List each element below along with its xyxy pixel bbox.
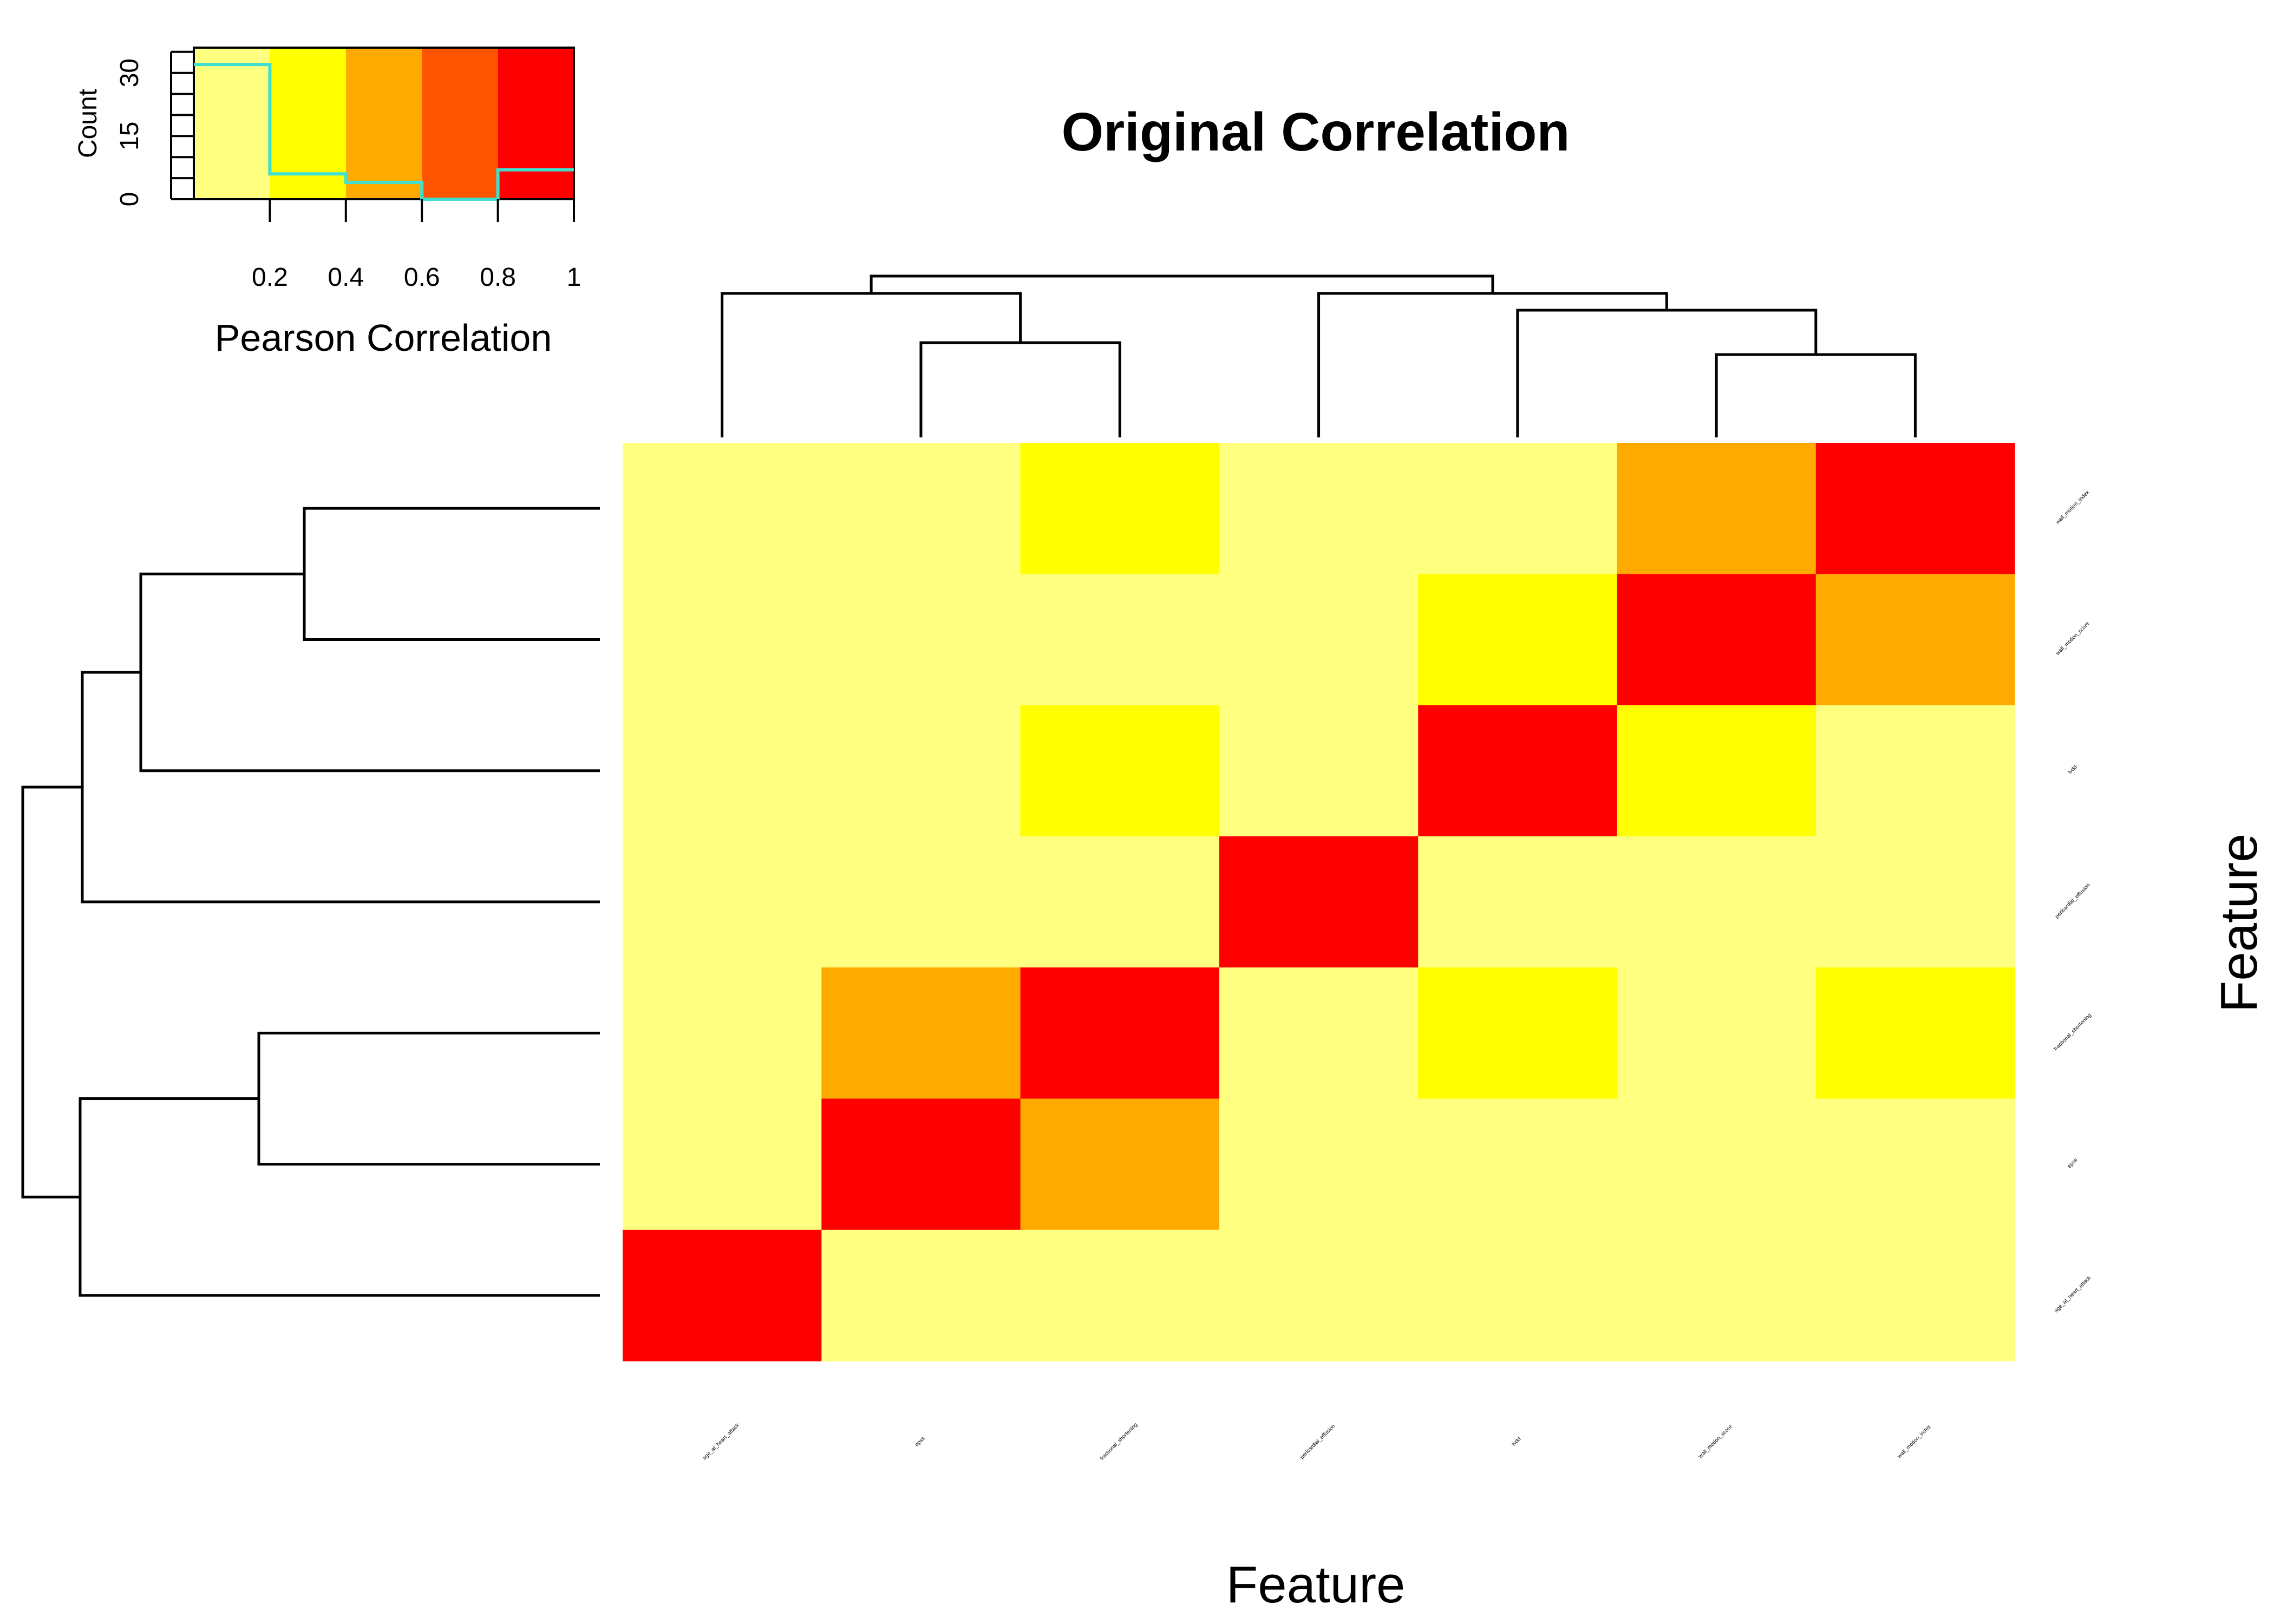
heatmap-cell: [821, 967, 1021, 1099]
color-key-y-tick-label: 15: [115, 122, 144, 150]
heatmap-cell: [1617, 836, 1816, 968]
color-key-y-label: Count: [74, 89, 102, 158]
heatmap-cell: [1219, 574, 1419, 706]
color-key-bin: [270, 48, 347, 199]
color-key-x-tick-label: 0.2: [252, 263, 288, 292]
heatmap-cell: [1617, 1229, 1816, 1361]
color-key-x-tick-label: 1: [567, 263, 581, 292]
heatmap-cell: [1418, 1229, 1618, 1361]
heatmap-cell: [1418, 705, 1618, 837]
heatmap-cell: [1815, 836, 2015, 968]
heatmap-cell: [1020, 443, 1220, 574]
column-dendrogram: [721, 274, 1917, 437]
heatmap-cell: [623, 836, 822, 968]
color-key-y-axis: 0 15 30: [115, 50, 194, 207]
heatmap-cell: [821, 1098, 1021, 1230]
heatmap-cell: [1617, 705, 1816, 837]
heatmap-cell: [1418, 443, 1618, 574]
heatmap-cell: [1219, 1229, 1419, 1361]
row-dendrogram: [21, 507, 600, 1297]
heatmap-cell: [821, 1229, 1021, 1361]
heatmap-cell: [1020, 1098, 1220, 1230]
heatmap-cell: [1219, 836, 1419, 968]
heatmap-cell: [1815, 967, 2015, 1099]
heatmap-cell: [821, 836, 1021, 968]
heatmap-cell: [1020, 574, 1220, 706]
heatmap-cell: [1418, 574, 1618, 706]
heatmap-cell: [623, 705, 822, 837]
heatmap-cell: [1815, 705, 2015, 837]
color-key-frame: [193, 47, 575, 200]
x-axis-label: Feature: [1226, 1556, 1406, 1614]
heatmap-cell: [821, 574, 1021, 706]
heatmap-cell: [1617, 967, 1816, 1099]
heatmap-cell: [1617, 1098, 1816, 1230]
heatmap-cell: [1418, 1098, 1618, 1230]
heatmap-cell: [623, 574, 822, 706]
heatmap-cell: [623, 443, 822, 574]
heatmap-cell: [623, 967, 822, 1099]
heatmap-cell: [623, 1098, 822, 1230]
heatmap-cell: [1020, 1229, 1220, 1361]
dendrogram-branch: [870, 274, 1494, 293]
heatmap-cell: [1020, 705, 1220, 837]
color-key-bin: [498, 48, 574, 199]
heatmap-cell: [821, 443, 1021, 574]
chart-title: Original Correlation: [1061, 102, 1570, 162]
color-key-bin: [422, 48, 499, 199]
heatmap-cell: [623, 1229, 822, 1361]
heatmap-cell: [1418, 967, 1618, 1099]
heatmap-cell: [1617, 574, 1816, 706]
heatmap-cells: [623, 443, 2015, 1361]
color-key-x-tick-label: 0.4: [328, 263, 364, 292]
heatmap-cell: [1020, 836, 1220, 968]
color-key-bin: [345, 48, 422, 199]
color-key-bins: [194, 48, 574, 199]
color-key-x-axis: 0.2 0.4 0.6 0.8 1: [252, 199, 581, 292]
heatmap-cell: [1020, 967, 1220, 1099]
color-key-x-label: Pearson Correlation: [215, 317, 552, 359]
heatmap-cell: [1815, 574, 2015, 706]
heatmap-cell: [1617, 443, 1816, 574]
heatmap-cell: [1815, 443, 2015, 574]
heatmap-cell: [1219, 1098, 1419, 1230]
heatmap-cell: [1219, 705, 1419, 837]
color-key-bin: [194, 48, 270, 199]
color-key-histogram: [194, 63, 574, 201]
heatmap-cell: [1219, 443, 1419, 574]
heatmap-cell: [821, 705, 1021, 837]
heatmap-cell: [1815, 1098, 2015, 1230]
color-key-x-tick-label: 0.8: [480, 263, 516, 292]
dendrogram-branch: [21, 785, 82, 1199]
color-key-y-tick-label: 30: [115, 58, 144, 87]
color-key-x-tick-label: 0.6: [404, 263, 440, 292]
y-axis-label: Feature: [2210, 834, 2268, 1013]
heatmap-cell: [1219, 967, 1419, 1099]
color-key-y-tick-label: 0: [115, 192, 144, 207]
heatmap-cell: [1815, 1229, 2015, 1361]
heatmap-cell: [1418, 836, 1618, 968]
